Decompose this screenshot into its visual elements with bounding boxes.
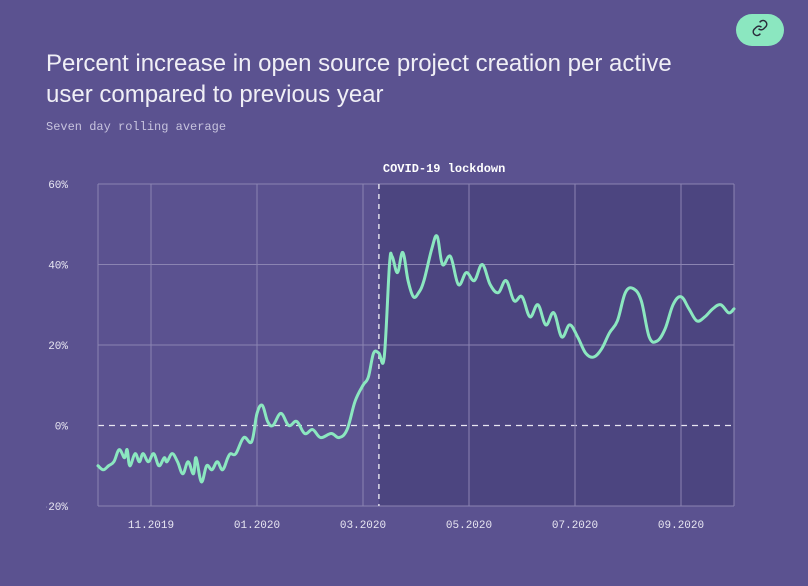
chart-container: -20% 0% 20% 40% 60% 11.2019 01.2020 03.2020 05.2…	[46, 148, 766, 548]
svg-text:-20%: -20%	[46, 502, 68, 514]
link-icon	[751, 19, 769, 42]
svg-text:11.2019: 11.2019	[128, 520, 174, 532]
svg-text:09.2020: 09.2020	[658, 520, 704, 532]
line-chart: -20% 0% 20% 40% 60% 11.2019 01.2020 03.2020 05.2…	[46, 148, 766, 548]
svg-text:01.2020: 01.2020	[234, 520, 280, 532]
chart-title: Percent increase in open source project …	[46, 48, 706, 110]
copy-link-button[interactable]	[736, 14, 784, 46]
chart-subtitle: Seven day rolling average	[46, 120, 768, 134]
svg-text:20%: 20%	[48, 341, 68, 353]
svg-text:60%: 60%	[48, 180, 68, 192]
svg-text:40%: 40%	[48, 261, 68, 273]
svg-text:07.2020: 07.2020	[552, 520, 598, 532]
svg-text:0%: 0%	[55, 422, 69, 434]
svg-text:COVID-19 lockdown: COVID-19 lockdown	[383, 162, 505, 176]
chart-header: Percent increase in open source project …	[0, 0, 808, 134]
svg-text:05.2020: 05.2020	[446, 520, 492, 532]
svg-text:03.2020: 03.2020	[340, 520, 386, 532]
